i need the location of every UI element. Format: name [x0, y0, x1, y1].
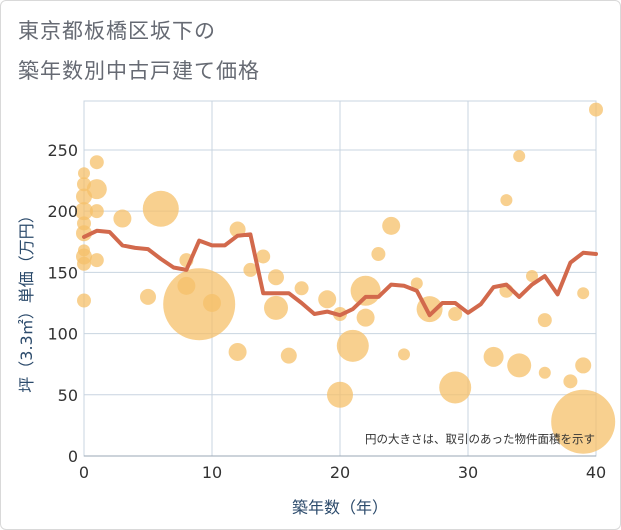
data-bubble [318, 290, 337, 309]
x-axis-title: 築年数（年） [292, 498, 388, 517]
data-bubble [507, 353, 532, 378]
trend-line-layer [82, 228, 598, 318]
data-bubble [439, 371, 472, 404]
data-bubble [577, 287, 590, 300]
data-bubble [280, 347, 297, 364]
data-bubble [163, 268, 236, 341]
data-bubble [356, 308, 375, 327]
data-bubble [410, 277, 423, 290]
data-bubble [294, 281, 309, 296]
y-tick-label: 0 [68, 447, 78, 466]
x-tick-label: 30 [458, 463, 478, 482]
y-axis-title: 坪（3.3㎡）単価（万円） [17, 207, 36, 392]
data-bubble [264, 295, 288, 320]
data-bubble [575, 357, 592, 374]
data-bubble [398, 348, 410, 361]
data-bubble [551, 389, 616, 454]
x-tick-label: 10 [202, 463, 222, 482]
data-bubble [371, 247, 386, 262]
data-bubble [500, 194, 513, 207]
data-bubble [448, 307, 463, 321]
data-bubble [538, 366, 551, 379]
tick-label-layer: 0 10 20 30 40 0 50 100 150 200 250 [47, 141, 606, 482]
chart-title-line-2: 築年数別中古戸建て価格 [18, 59, 260, 83]
data-bubble [203, 293, 221, 312]
y-tick-label: 250 [47, 141, 78, 160]
data-bubble [243, 262, 258, 277]
data-bubble [256, 249, 271, 264]
bubble-size-note: 円の大きさは、取引のあった物件面積を示す [365, 432, 595, 446]
data-bubble [77, 293, 91, 308]
data-bubble [526, 270, 538, 283]
y-tick-label: 150 [47, 263, 78, 282]
data-bubble [563, 374, 578, 389]
data-bubble [89, 204, 104, 219]
y-tick-label: 50 [58, 386, 78, 405]
data-bubble [140, 288, 156, 305]
data-bubble [327, 381, 353, 408]
data-bubble [78, 244, 90, 257]
data-bubble [78, 167, 90, 180]
chart-title-line-1: 東京都板橋区坂下の [18, 19, 216, 43]
data-bubble [513, 150, 526, 163]
x-tick-label: 40 [586, 463, 606, 482]
y-tick-label: 100 [47, 325, 78, 344]
data-bubble [228, 342, 247, 361]
data-bubble [75, 202, 93, 221]
bubble-layer [75, 102, 616, 454]
x-tick-label: 0 [79, 463, 89, 482]
data-bubble [350, 275, 381, 306]
data-bubble [268, 269, 284, 286]
data-bubble [86, 179, 107, 200]
average-price-line [82, 228, 598, 318]
y-tick-label: 200 [47, 202, 78, 221]
data-bubble [589, 102, 603, 117]
data-bubble [113, 209, 132, 228]
data-bubble [382, 216, 401, 235]
data-bubble [142, 190, 179, 227]
data-bubble [483, 346, 504, 367]
data-bubble [537, 313, 552, 328]
x-tick-label: 20 [330, 463, 350, 482]
data-bubble [336, 329, 369, 362]
data-bubble [77, 216, 91, 231]
data-bubble [89, 253, 104, 268]
data-bubble [89, 155, 104, 170]
